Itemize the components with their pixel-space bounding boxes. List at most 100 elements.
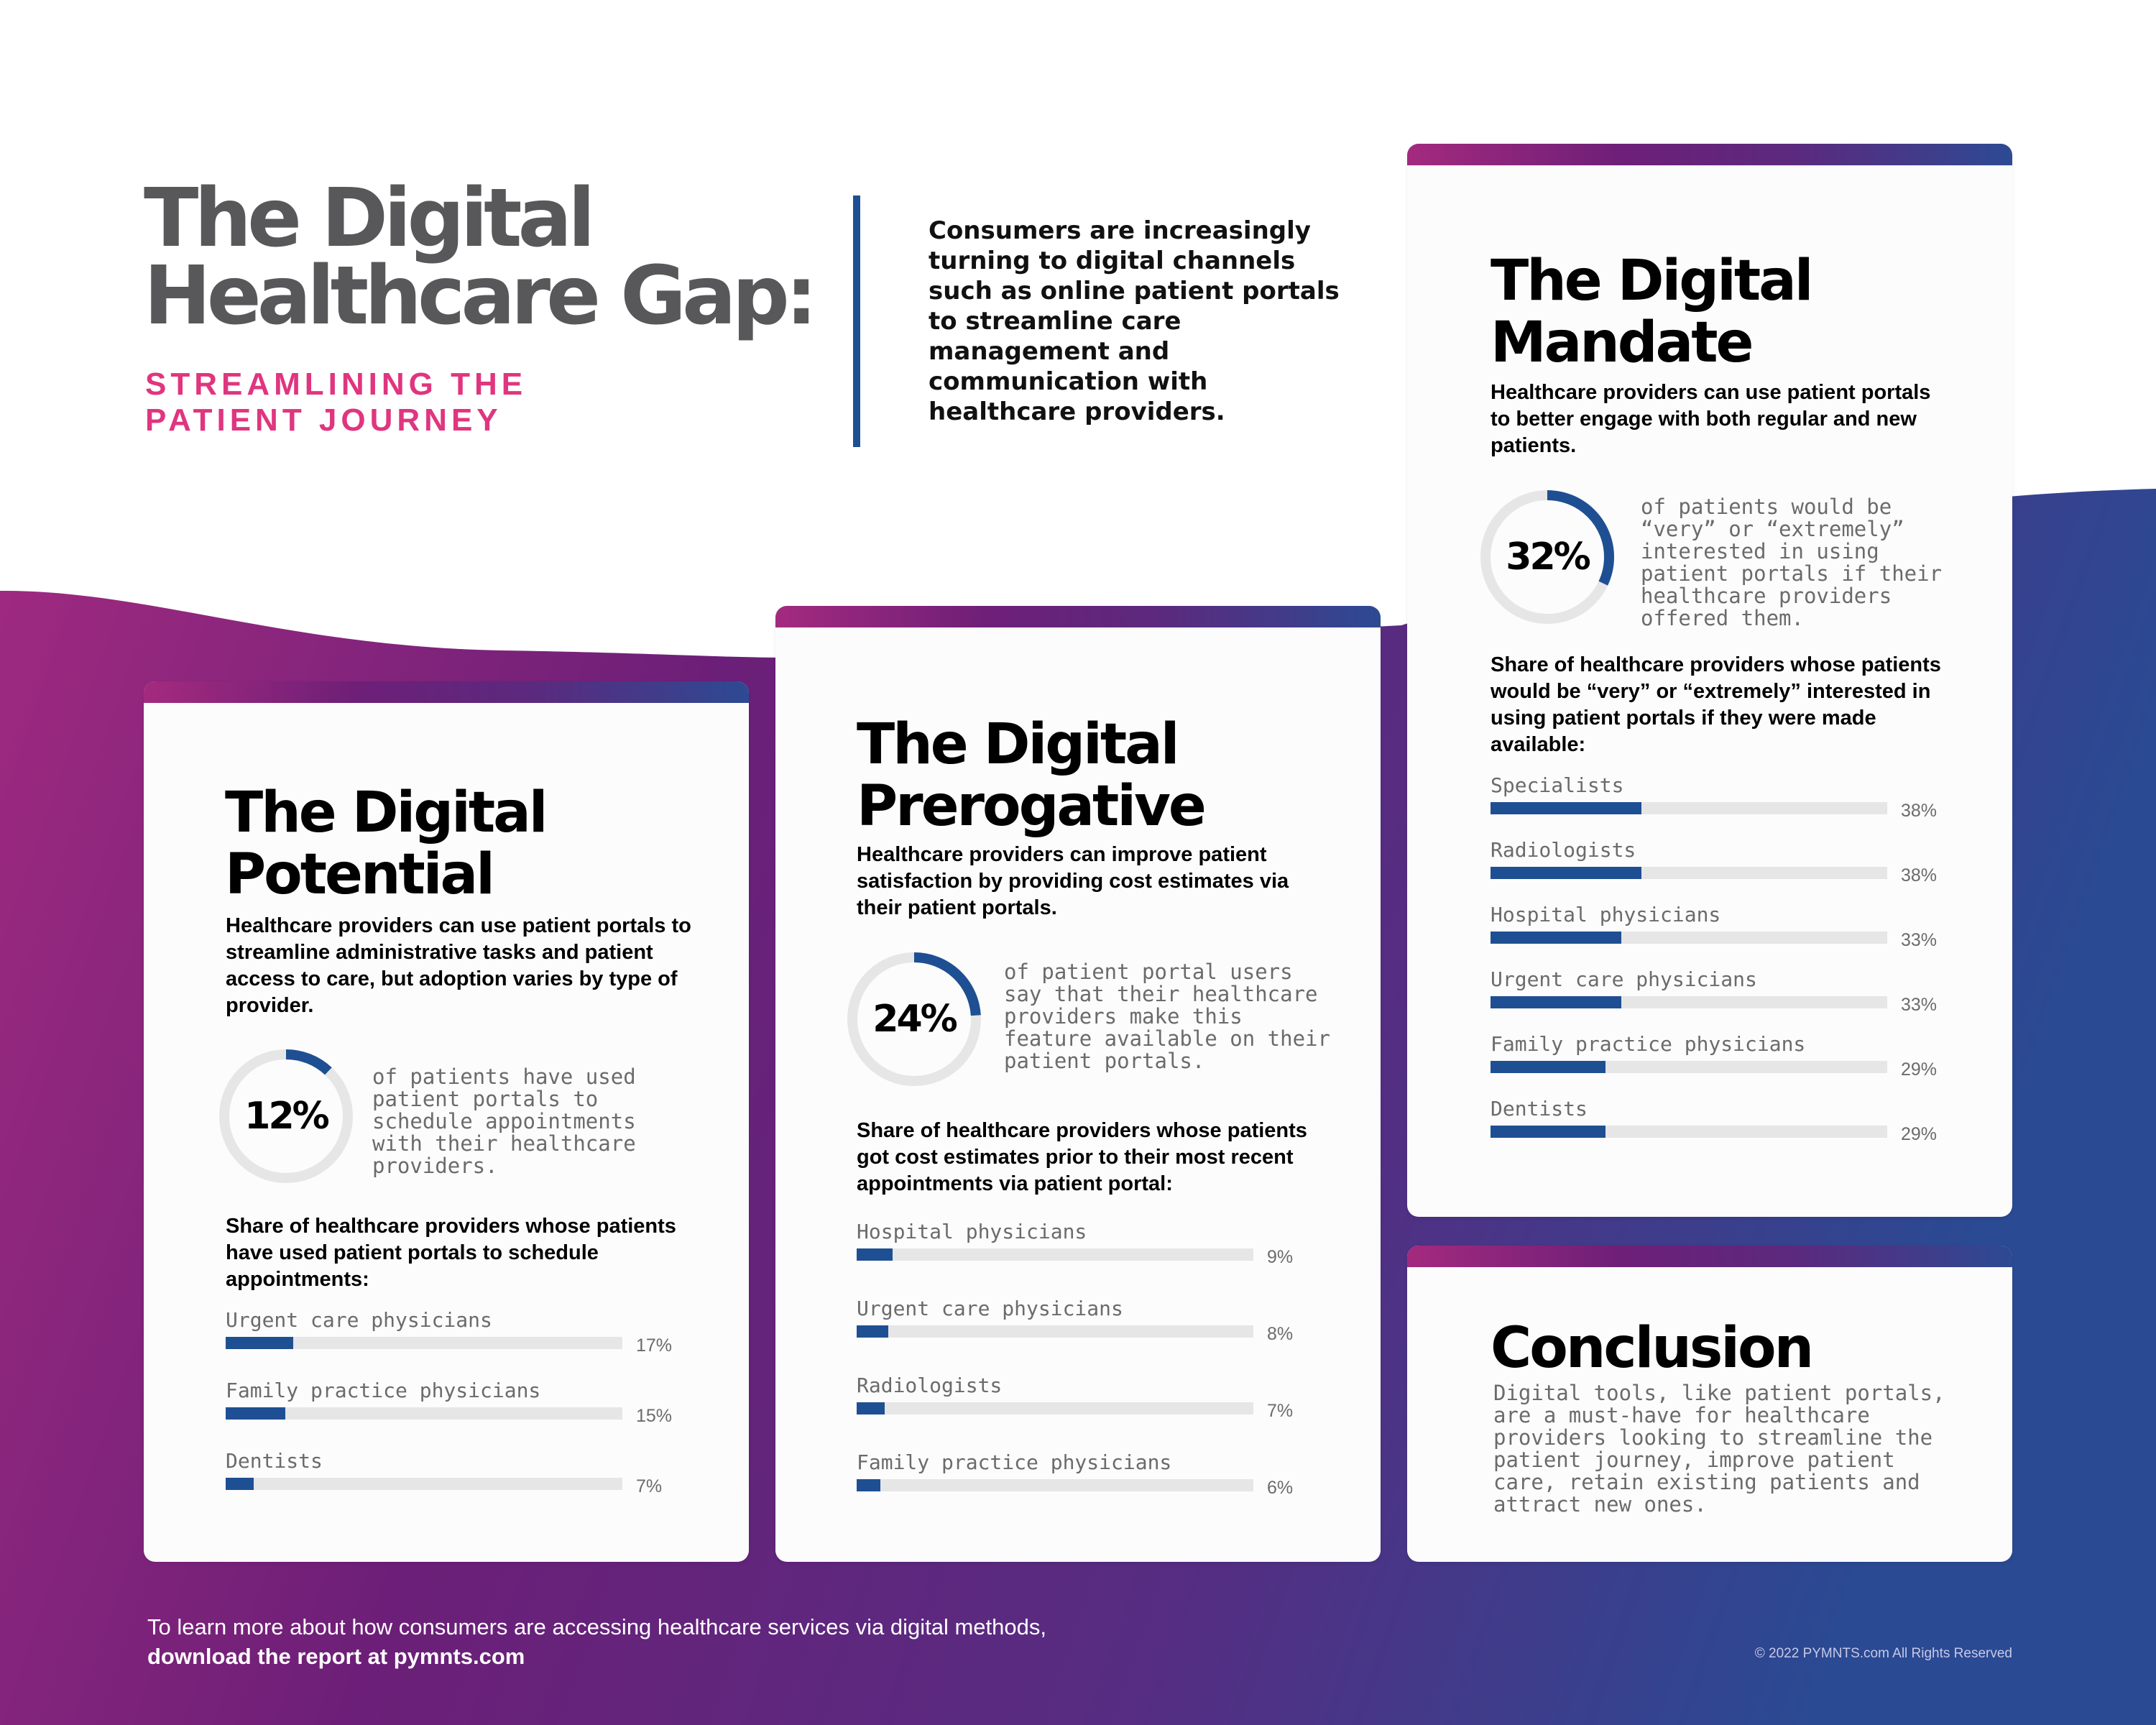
bar-fill [1491, 932, 1622, 944]
donut-svg [847, 952, 981, 1086]
bar-category-label: Urgent care physicians [1491, 967, 1757, 991]
bar-fill [1491, 1126, 1606, 1138]
bar-fill [857, 1325, 889, 1338]
donut-chart: 24% [846, 951, 982, 1087]
conclusion-body: Digital tools, like patient portals, are… [1493, 1381, 1945, 1517]
bar-fill [1491, 802, 1641, 814]
card-lead: Healthcare providers can use patient por… [1491, 381, 1931, 457]
download-report-link[interactable]: download the report at pymnts.com [147, 1644, 525, 1669]
bar-track [857, 1325, 1253, 1338]
page-title-line1: The Digital [144, 172, 596, 265]
bar-value-label: 33% [1901, 930, 1938, 950]
footer-text: To learn more about how consumers are ac… [147, 1614, 1046, 1639]
intro-divider [853, 196, 860, 447]
bar-value-label: 33% [1901, 995, 1938, 1015]
page-subtitle: STREAMLINING THE PATIENT JOURNEY [145, 367, 648, 438]
card-digital-mandate: The Digital Mandate Healthcare providers… [1407, 144, 2012, 1217]
bar-value-label: 29% [1901, 1059, 1938, 1080]
card-title: The Digital Mandate [1491, 249, 1814, 375]
bar-category-label: Hospital physicians [1491, 903, 1721, 926]
footer-cta: To learn more about how consumers are ac… [147, 1612, 1153, 1671]
bar-category-label: Specialists [1491, 773, 1624, 797]
bar-category-label: Hospital physicians [857, 1220, 1087, 1243]
bar-track [226, 1478, 622, 1490]
card-header-bar [144, 681, 749, 703]
page-title-line2: Healthcare Gap: [144, 249, 818, 343]
bar-row: Specialists 38% [1491, 773, 1973, 824]
bar-row: Urgent care physicians 17% [226, 1308, 709, 1358]
card-header-bar [1407, 1246, 2012, 1267]
bar-fill [857, 1248, 893, 1261]
bar-row: Radiologists 7% [857, 1374, 1340, 1424]
bar-fill [1491, 867, 1641, 879]
donut-value-label: 24% [872, 998, 957, 1041]
card-conclusion: Conclusion Digital tools, like patient p… [1407, 1246, 2012, 1562]
bars-heading: Share of healthcare providers whose pati… [226, 1215, 676, 1291]
card-title-line1: The Digital [857, 712, 1180, 777]
bar-value-label: 6% [1267, 1478, 1294, 1498]
bar-value-label: 29% [1901, 1124, 1938, 1144]
bar-track [857, 1402, 1253, 1414]
bar-track [1491, 1061, 1887, 1073]
page-subtitle-line2: PATIENT JOURNEY [145, 402, 502, 438]
card-title-line1: The Digital [1491, 249, 1814, 313]
bar-fill [226, 1337, 293, 1349]
stat-description: of patients have used patient portals to… [372, 1064, 636, 1178]
bar-row: Radiologists 38% [1491, 838, 1973, 888]
card-title: The Digital Prerogative [857, 712, 1207, 839]
page-subtitle-line1: STREAMLINING THE [145, 367, 528, 402]
bar-value-label: 15% [636, 1406, 673, 1426]
bars-heading: Share of healthcare providers whose pati… [857, 1119, 1307, 1195]
page-title: The Digital Healthcare Gap: [144, 172, 862, 343]
bar-fill [226, 1407, 285, 1420]
card-title-line1: The Digital [225, 781, 548, 845]
donut-value-label: 12% [244, 1095, 329, 1138]
bar-category-label: Radiologists [1491, 838, 1636, 862]
bar-category-label: Dentists [1491, 1097, 1588, 1121]
bar-category-label: Family practice physicians [1491, 1032, 1806, 1056]
intro-text: Consumers are increasingly turning to di… [929, 216, 1340, 426]
bar-track [1491, 802, 1887, 814]
card-digital-prerogative: The Digital Prerogative Healthcare provi… [775, 606, 1381, 1562]
card-lead: Healthcare providers can use patient por… [226, 914, 691, 1017]
donut-svg [1480, 490, 1614, 624]
bar-value-label: 9% [1267, 1247, 1294, 1267]
bar-track [857, 1248, 1253, 1261]
donut-value-label: 32% [1506, 535, 1590, 579]
bar-row: Family practice physicians 6% [857, 1450, 1340, 1501]
bar-fill [857, 1479, 881, 1491]
bar-row: Urgent care physicians 8% [857, 1297, 1340, 1347]
bar-value-label: 8% [1267, 1324, 1294, 1344]
bar-track [226, 1407, 622, 1420]
donut-slice [219, 1049, 353, 1183]
bar-value-label: 38% [1901, 801, 1938, 821]
bar-fill [226, 1478, 254, 1490]
stat-description: of patients would be “very” or “extremel… [1641, 494, 1943, 630]
stat-description: of patient portal users say that their h… [1004, 960, 1330, 1073]
bars-heading: Share of healthcare providers whose pati… [1491, 653, 1941, 756]
bar-category-label: Urgent care physicians [226, 1308, 492, 1332]
bar-fill [1491, 1061, 1606, 1073]
bar-row: Hospital physicians 9% [857, 1220, 1340, 1270]
donut-chart: 32% [1479, 489, 1616, 625]
bar-row: Hospital physicians 33% [1491, 903, 1973, 953]
bar-category-label: Radiologists [857, 1374, 1003, 1397]
card-title-line2: Prerogative [857, 774, 1207, 839]
bar-row: Dentists 29% [1491, 1097, 1973, 1147]
bar-fill [1491, 996, 1622, 1008]
bar-row: Family practice physicians 15% [226, 1379, 709, 1429]
bar-value-label: 38% [1901, 865, 1938, 886]
donut-svg [219, 1049, 353, 1183]
copyright: © 2022 PYMNTS.com All Rights Reserved [1754, 1646, 2012, 1661]
bar-fill [857, 1402, 885, 1414]
card-header-bar [775, 606, 1381, 627]
bar-row: Dentists 7% [226, 1449, 709, 1499]
donut-slice [1480, 490, 1614, 624]
card-title: Conclusion [1491, 1316, 1814, 1381]
bar-track [857, 1479, 1253, 1491]
card-title-line2: Mandate [1491, 310, 1754, 375]
bar-value-label: 7% [1267, 1401, 1294, 1421]
bar-category-label: Dentists [226, 1449, 323, 1473]
bar-track [1491, 1126, 1887, 1138]
donut-slice [847, 952, 981, 1086]
